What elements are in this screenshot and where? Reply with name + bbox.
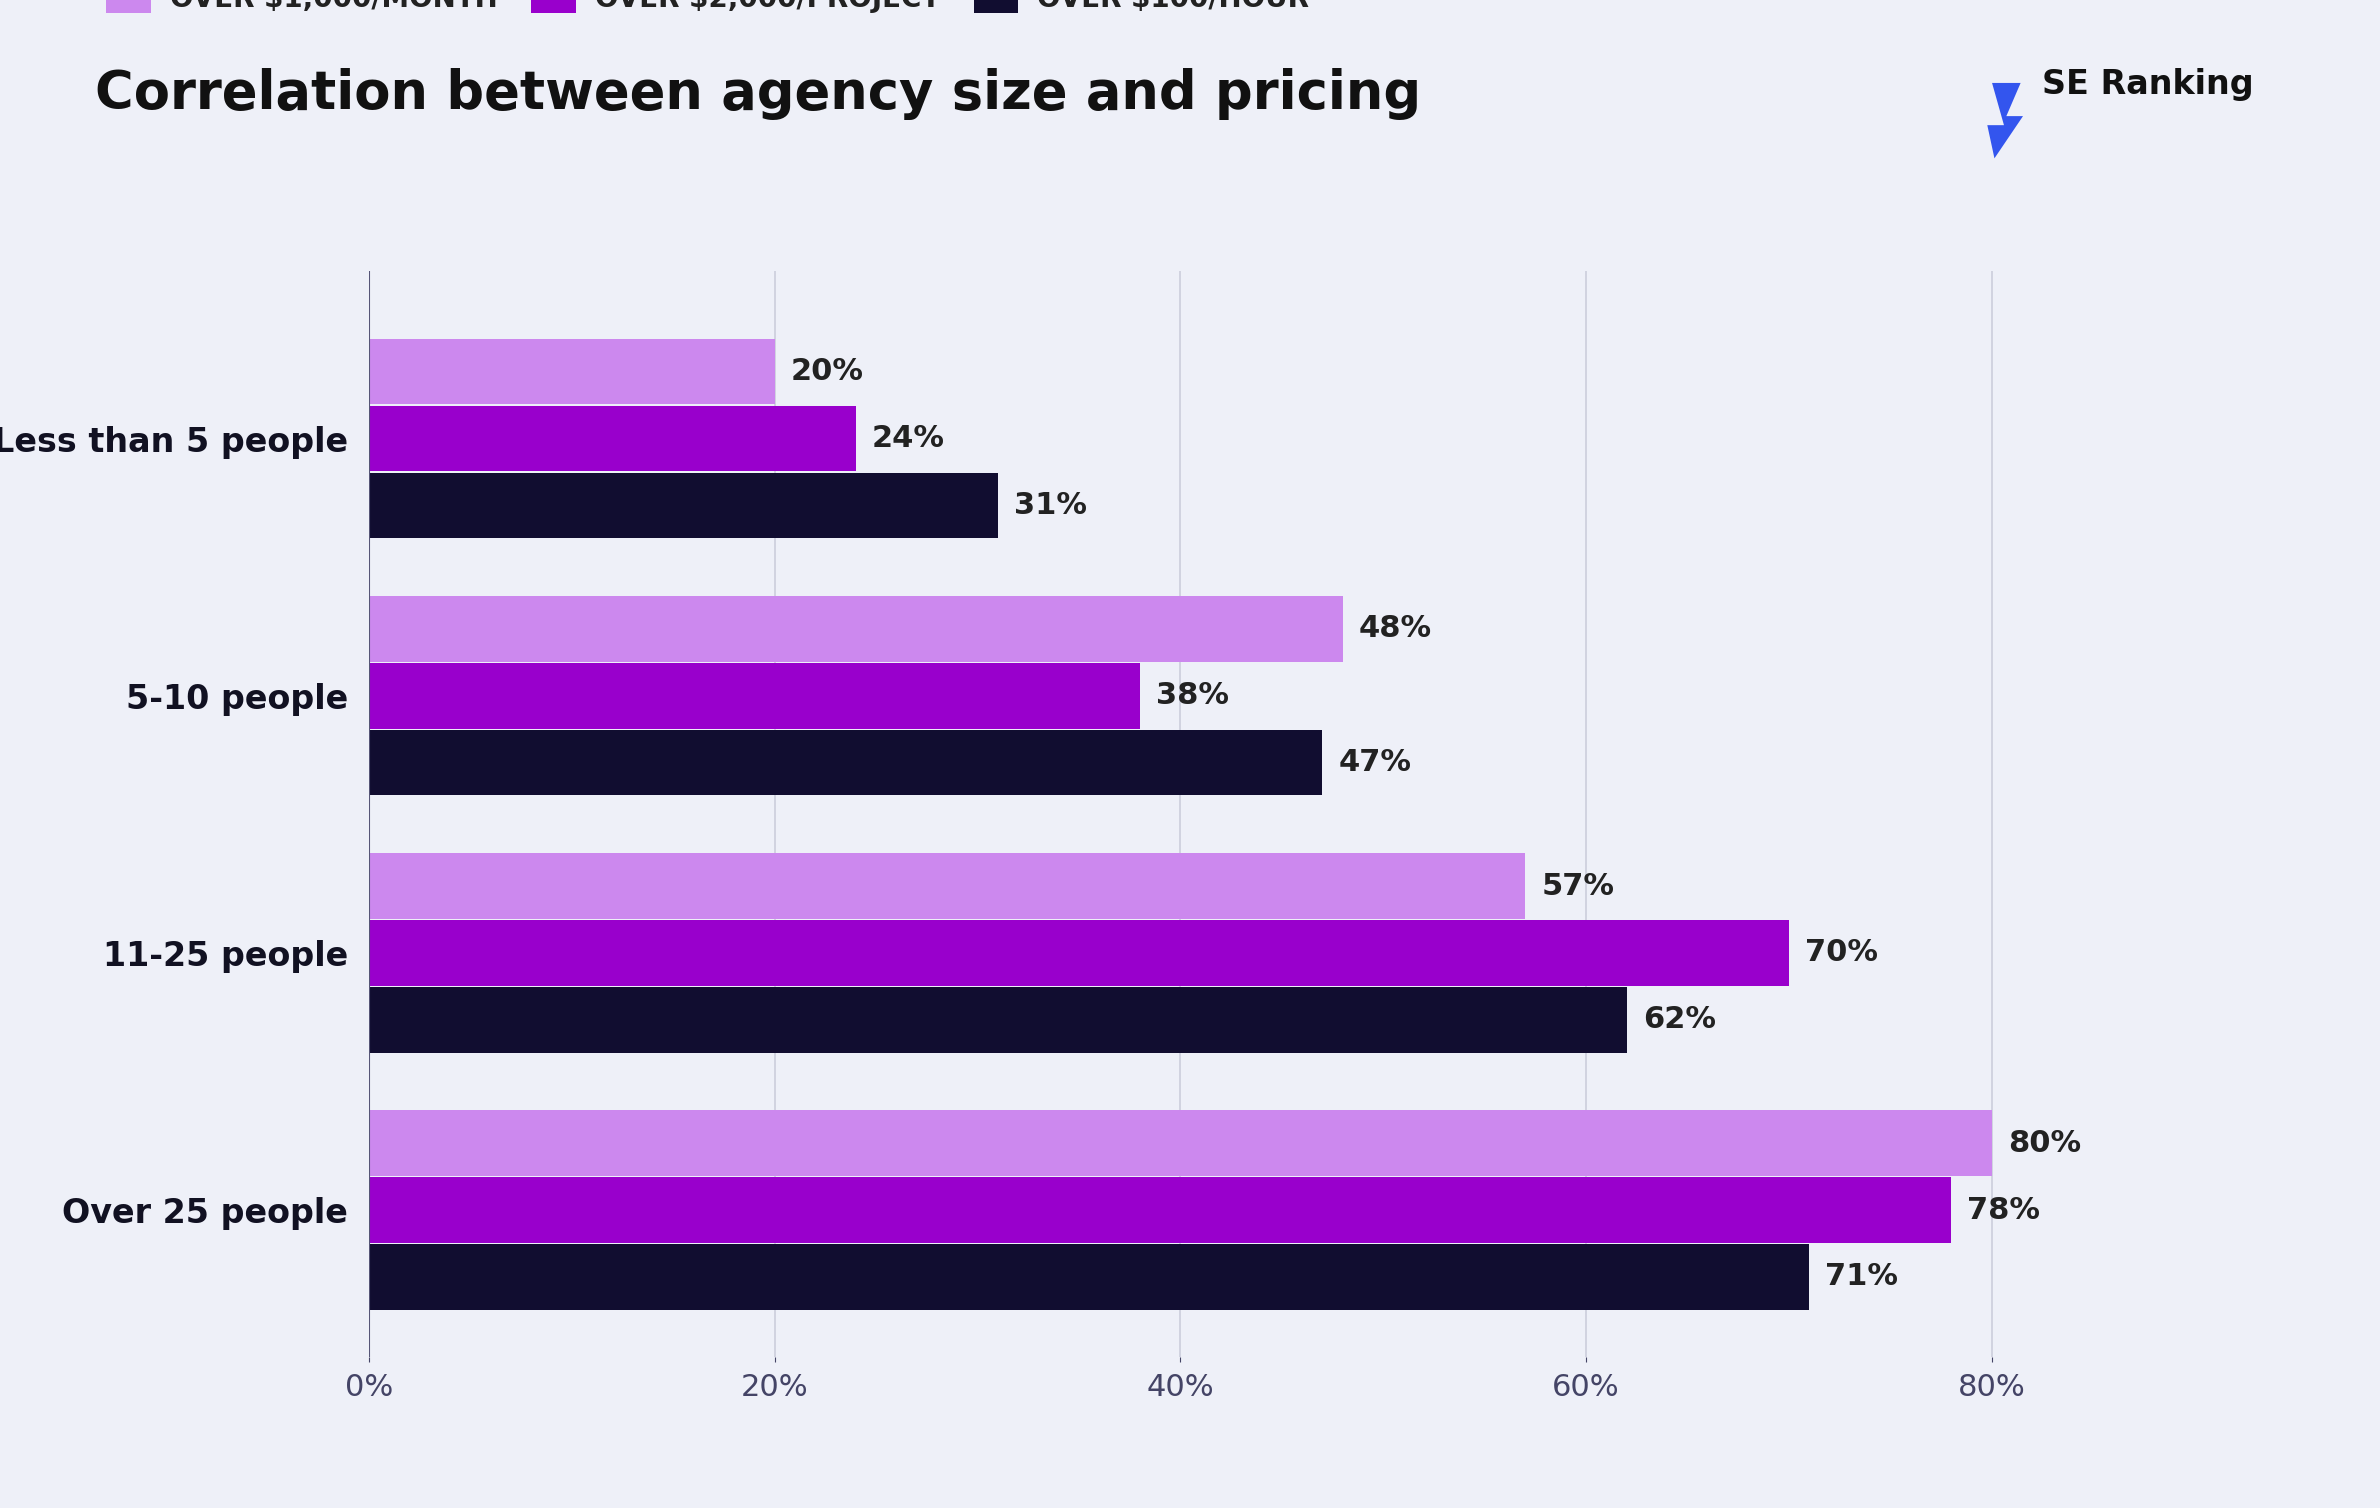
- Bar: [369, 339, 774, 404]
- Text: 47%: 47%: [1338, 748, 1411, 777]
- Text: 80%: 80%: [2009, 1128, 2080, 1158]
- Text: 57%: 57%: [1542, 872, 1614, 900]
- Bar: [369, 406, 857, 472]
- Text: 71%: 71%: [1825, 1262, 1899, 1291]
- Text: SE Ranking: SE Ranking: [2042, 68, 2254, 101]
- Bar: [369, 472, 997, 538]
- Bar: [369, 730, 1323, 795]
- Bar: [369, 988, 1626, 1053]
- Text: 20%: 20%: [790, 357, 864, 386]
- Text: 31%: 31%: [1014, 492, 1088, 520]
- Text: 70%: 70%: [1804, 938, 1878, 968]
- Text: 38%: 38%: [1157, 682, 1228, 710]
- Bar: [369, 664, 1140, 728]
- Text: Correlation between agency size and pricing: Correlation between agency size and pric…: [95, 68, 1421, 119]
- Bar: [369, 920, 1790, 986]
- Text: 78%: 78%: [1968, 1196, 2040, 1224]
- Text: 48%: 48%: [1359, 614, 1433, 644]
- Text: 62%: 62%: [1642, 1006, 1716, 1034]
- Bar: [369, 596, 1342, 662]
- Text: 24%: 24%: [871, 424, 945, 452]
- Bar: [369, 854, 1526, 918]
- Bar: [369, 1178, 1952, 1243]
- Legend: OVER $1,000/MONTH, OVER $2,000/PROJECT, OVER $100/HOUR: OVER $1,000/MONTH, OVER $2,000/PROJECT, …: [107, 0, 1309, 14]
- Bar: [369, 1244, 1809, 1310]
- Bar: [369, 1110, 1992, 1176]
